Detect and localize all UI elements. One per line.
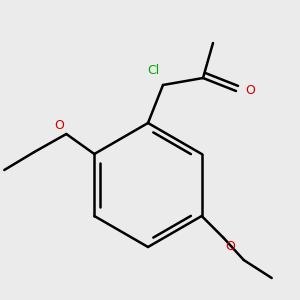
Text: O: O xyxy=(245,85,255,98)
Text: Cl: Cl xyxy=(147,64,159,77)
Text: O: O xyxy=(226,240,236,253)
Text: O: O xyxy=(54,119,64,132)
